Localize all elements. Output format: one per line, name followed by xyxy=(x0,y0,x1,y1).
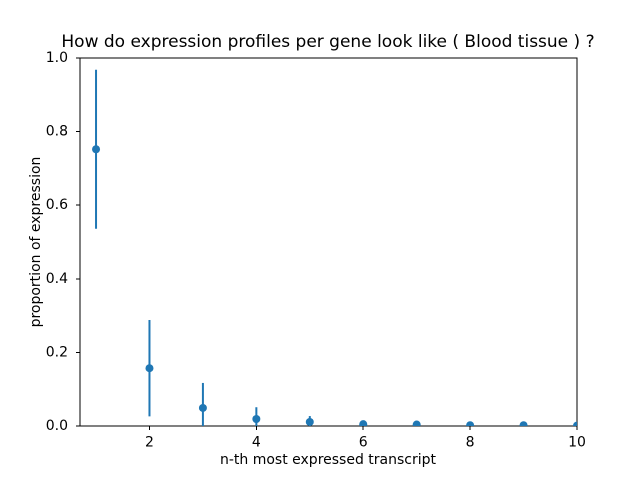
y-tick-label: 0.6 xyxy=(46,197,68,213)
x-axis-label: n-th most expressed transcript xyxy=(219,452,437,468)
y-axis-label: proportion of expression xyxy=(28,156,44,328)
data-point-marker xyxy=(466,421,475,426)
y-tick-label: 1.0 xyxy=(46,50,68,66)
data-point-marker xyxy=(412,420,421,426)
data-point-marker xyxy=(145,364,154,373)
data-point-marker xyxy=(92,145,101,154)
x-axis-tick-labels: 2 4 6 8 10 xyxy=(145,435,586,451)
y-tick-label: 0.0 xyxy=(46,418,68,434)
chart-title: How do expression profiles per gene look… xyxy=(61,32,595,52)
x-tick-label: 4 xyxy=(252,435,261,451)
data-point-marker xyxy=(305,417,314,426)
y-tick-label: 0.4 xyxy=(46,271,68,287)
y-tick-label: 0.2 xyxy=(46,344,68,360)
x-tick-label: 2 xyxy=(145,435,154,451)
data-point-marker xyxy=(252,415,261,424)
axes-spines xyxy=(79,57,578,427)
x-tick-label: 8 xyxy=(466,435,475,451)
errorbar-series xyxy=(92,69,577,426)
data-point-marker xyxy=(573,421,577,426)
x-axis-ticks xyxy=(148,426,578,430)
x-tick-label: 10 xyxy=(568,435,586,451)
y-axis-ticks xyxy=(76,57,80,427)
y-axis-tick-labels: 0.0 0.2 0.4 0.6 0.8 1.0 xyxy=(46,50,68,434)
x-tick-label: 6 xyxy=(359,435,368,451)
data-point-marker xyxy=(519,421,528,426)
data-point-marker xyxy=(359,420,368,426)
y-tick-label: 0.8 xyxy=(46,124,68,140)
data-point-marker xyxy=(198,403,207,412)
